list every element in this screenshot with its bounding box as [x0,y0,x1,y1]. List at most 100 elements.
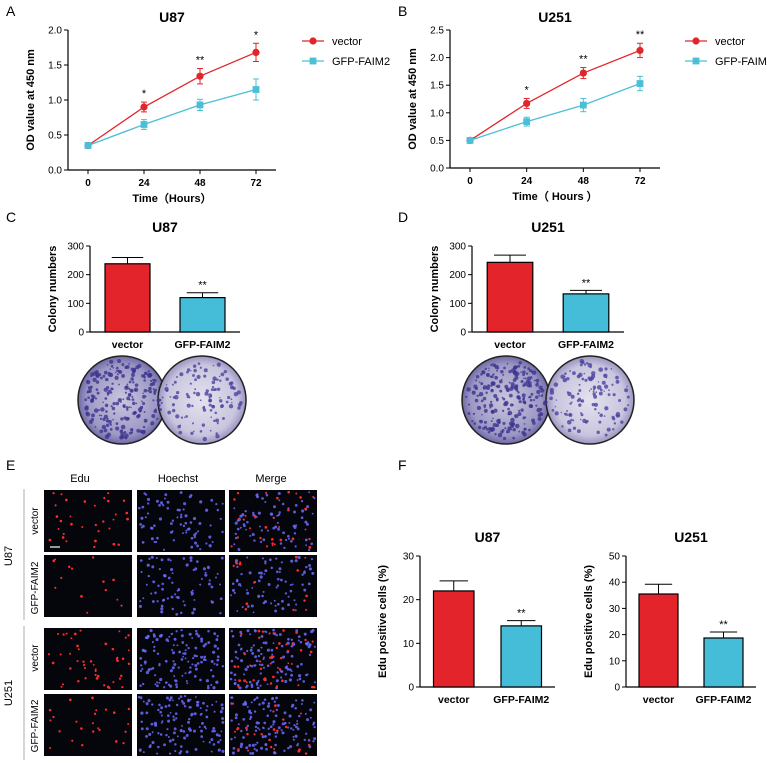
hoechst-nucleus [145,734,148,738]
hoechst-nucleus [160,607,164,611]
colony [93,408,99,413]
colony [128,387,131,390]
hoechst-nucleus [187,646,190,650]
colony [86,379,89,383]
colony [179,372,184,377]
hoechst-nucleus [215,733,219,737]
colony [114,371,117,374]
hoechst-nucleus [308,653,312,657]
hoechst-nucleus [305,522,309,526]
colony [132,381,135,384]
hoechst-nucleus [294,706,297,710]
hoechst-nucleus [146,634,150,638]
hoechst-nucleus [234,713,238,717]
hoechst-nucleus [254,743,257,746]
colony [209,408,213,412]
colony [533,379,536,382]
hoechst-nucleus [184,649,187,652]
chart-c-category-label: GFP-FAIM2 [174,339,230,351]
edu-nucleus [249,664,252,667]
hoechst-nucleus [215,576,218,579]
hoechst-nucleus [199,707,202,710]
chart-b-legend-vector: vector [715,36,745,48]
hoechst-nucleus [152,580,156,584]
edu-nucleus [103,684,106,687]
hoechst-nucleus [261,557,265,560]
colony [475,374,480,379]
hoechst-nucleus [156,681,159,684]
edu-nucleus [291,642,295,645]
hoechst-nucleus [181,674,184,677]
hoechst-nucleus [284,592,288,595]
hoechst-nucleus [313,681,316,684]
edu-nucleus [114,513,117,516]
hoechst-nucleus [265,630,268,633]
edu-nucleus [304,638,307,642]
edu-nucleus [116,656,119,660]
hoechst-nucleus [196,703,200,707]
hoechst-nucleus [212,743,216,746]
hoechst-nucleus [250,646,253,649]
hoechst-nucleus [220,730,223,733]
colony [489,375,492,378]
colony [186,394,190,399]
hoechst-nucleus [264,743,268,746]
hoechst-nucleus [236,565,239,568]
colony [520,371,522,374]
hoechst-nucleus [194,567,198,571]
colony [186,370,189,374]
hoechst-nucleus [230,719,233,722]
chart-a-legend-marker-vector [309,37,317,45]
colony [128,406,131,408]
colony [190,431,194,435]
hoechst-nucleus [296,727,300,731]
colony [569,370,572,373]
hoechst-nucleus [303,588,307,592]
hoechst-nucleus [208,579,211,582]
chart-f2-ytick-label: 0 [614,683,620,694]
edu-nucleus [94,673,97,676]
hoechst-nucleus [148,745,152,749]
colony [193,368,197,373]
colony [482,396,487,401]
hoechst-nucleus [234,716,238,720]
colony [115,401,120,406]
hoechst-nucleus [178,751,182,755]
hoechst-nucleus [281,607,285,611]
hoechst-nucleus [182,600,185,603]
hoechst-nucleus [154,683,157,686]
colony [127,393,132,397]
hoechst-nucleus [147,699,151,703]
colony [165,384,168,386]
hoechst-nucleus [172,651,176,655]
hoechst-nucleus [165,638,169,642]
colony [566,377,570,381]
colony [563,412,566,415]
hoechst-nucleus [275,570,279,574]
hoechst-nucleus [166,507,170,510]
edu-nucleus [284,725,288,729]
colony [180,416,184,419]
hoechst-nucleus [159,710,162,714]
hoechst-nucleus [189,494,193,497]
hoechst-nucleus [294,545,297,548]
colony [225,400,229,404]
edu-nucleus [282,718,285,721]
micro-tile [44,555,132,617]
hoechst-nucleus [179,523,183,526]
chart-a-ytick-label: 0.0 [48,166,62,177]
colony [623,407,628,412]
hoechst-nucleus [148,732,152,736]
hoechst-nucleus [275,696,278,700]
colony [227,395,231,400]
hoechst-nucleus [211,729,215,733]
hoechst-nucleus [282,655,286,659]
hoechst-nucleus [243,673,246,676]
edu-nucleus [253,733,256,736]
hoechst-nucleus [276,584,280,587]
hoechst-nucleus [230,696,233,699]
hoechst-nucleus [194,696,197,698]
chart-a-line-vector [87,51,257,147]
edu-nucleus [122,742,125,745]
